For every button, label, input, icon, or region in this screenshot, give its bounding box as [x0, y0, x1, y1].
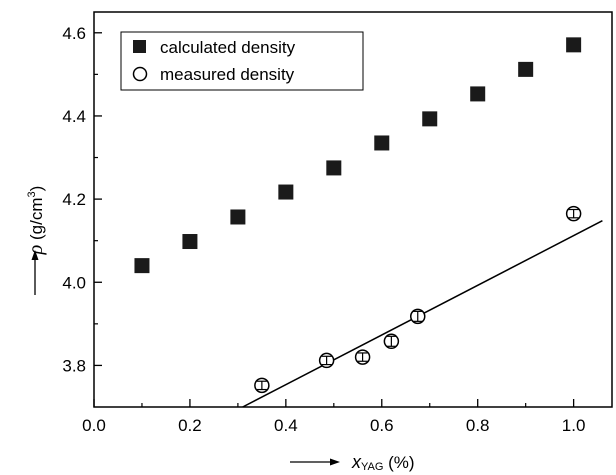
legend-label-calculated: calculated density: [160, 38, 296, 57]
axis-ticks: [93, 32, 575, 407]
y-axis-unit-sup: 3: [26, 191, 38, 197]
x-tick-label: 0.0: [82, 416, 106, 435]
y-tick-label: 4.4: [62, 107, 86, 126]
calculated-density-point: [230, 209, 246, 225]
plot-frame: [93, 11, 613, 408]
y-tick-label: 4.6: [62, 24, 86, 43]
y-axis-var: ρ: [25, 245, 47, 256]
legend: calculated density measured density: [120, 31, 364, 91]
y-tick-label: 3.8: [62, 356, 86, 375]
x-tick-labels: 0.0 0.2 0.4 0.6 0.8 1.0: [82, 416, 585, 435]
legend-marker-measured: [132, 66, 148, 82]
x-axis-arrow: [290, 458, 340, 466]
y-axis-unit-pre: (g/cm: [27, 197, 46, 244]
x-axis-var: x: [351, 452, 362, 472]
calculated-density-point: [134, 258, 150, 274]
legend-label-measured: measured density: [160, 65, 295, 84]
svg-text:ρ (g/cm3): ρ (g/cm3): [25, 186, 47, 256]
x-tick-label: 1.0: [562, 416, 586, 435]
legend-marker-calculated: [133, 40, 146, 53]
calculated-density-point: [566, 37, 582, 53]
calculated-density-point: [422, 111, 438, 127]
x-axis-sub: YAG: [361, 461, 383, 473]
calculated-density-point: [374, 135, 390, 151]
y-tick-label: 4.0: [62, 273, 86, 292]
y-tick-labels: 3.8 4.0 4.2 4.4 4.6: [62, 24, 86, 376]
calculated-density-point: [182, 234, 198, 250]
y-axis-unit-post: ): [27, 186, 46, 192]
y-axis-arrow: [31, 250, 39, 295]
x-tick-label: 0.8: [466, 416, 490, 435]
x-tick-label: 0.4: [274, 416, 298, 435]
x-axis-label: xYAG (%): [351, 452, 415, 473]
x-tick-label: 0.6: [370, 416, 394, 435]
calculated-density-series: [134, 37, 582, 274]
y-axis-label: ρ (g/cm3): [25, 186, 47, 256]
legend-box: [120, 31, 364, 91]
calculated-density-point: [326, 160, 342, 176]
calculated-density-point: [518, 61, 534, 77]
x-tick-label: 0.2: [178, 416, 202, 435]
measured-density-series: [254, 205, 582, 394]
calculated-density-point: [470, 86, 486, 102]
y-tick-label: 4.2: [62, 190, 86, 209]
calculated-density-point: [278, 184, 294, 200]
x-axis-unit: (%): [383, 453, 414, 472]
